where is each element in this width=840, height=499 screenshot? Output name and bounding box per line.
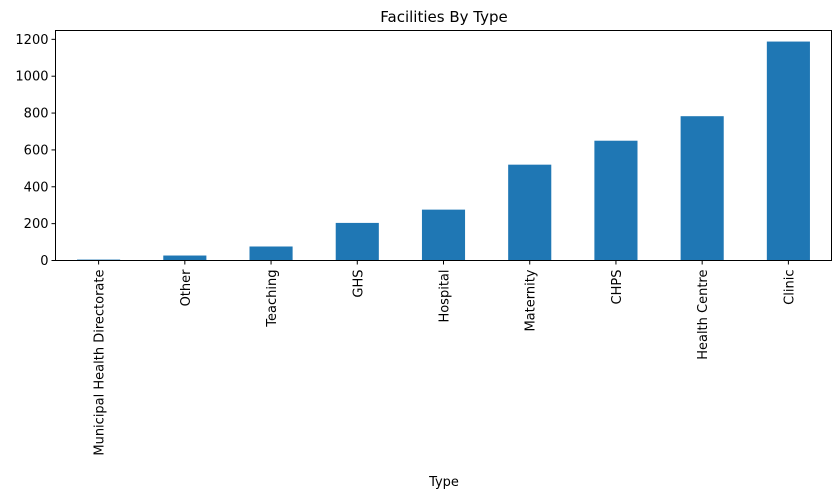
x-tick-label: Municipal Health Directorate bbox=[93, 270, 108, 456]
bars-layer bbox=[77, 41, 810, 261]
x-tick-label: Clinic bbox=[782, 270, 797, 305]
x-tick-label: Maternity bbox=[524, 269, 539, 331]
x-tick-label: Teaching bbox=[265, 270, 280, 328]
chart-title: Facilities By Type bbox=[380, 8, 507, 26]
x-tick-label: Hospital bbox=[438, 270, 453, 323]
y-tick-label: 1000 bbox=[15, 70, 48, 85]
x-tick-label: Other bbox=[179, 269, 194, 307]
bar-hospital bbox=[421, 209, 466, 261]
y-tick-label: 0 bbox=[40, 254, 48, 269]
bar-teaching bbox=[249, 246, 293, 261]
y-tick-label: 400 bbox=[24, 180, 49, 195]
bar-maternity bbox=[508, 164, 552, 261]
plot-frame bbox=[55, 30, 832, 261]
y-tick-label: 1200 bbox=[15, 33, 48, 48]
bar-ghs bbox=[335, 222, 379, 261]
x-tick-label: CHPS bbox=[610, 270, 625, 305]
x-tick-label: GHS bbox=[351, 270, 366, 298]
y-tick-label: 600 bbox=[24, 143, 49, 158]
y-tick-label: 800 bbox=[24, 107, 49, 122]
bar-chps bbox=[594, 140, 638, 261]
bar-clinic bbox=[766, 41, 810, 261]
x-axis: Municipal Health Directorate Other Teachin… bbox=[93, 260, 797, 456]
x-axis-label: Type bbox=[428, 475, 459, 490]
y-axis: 0 200 400 600 800 1000 1200 bbox=[15, 33, 56, 269]
bar-health-centre bbox=[680, 116, 724, 261]
x-tick-label: Health Centre bbox=[696, 270, 711, 360]
bar-other bbox=[163, 255, 207, 261]
y-tick-label: 200 bbox=[24, 217, 49, 232]
